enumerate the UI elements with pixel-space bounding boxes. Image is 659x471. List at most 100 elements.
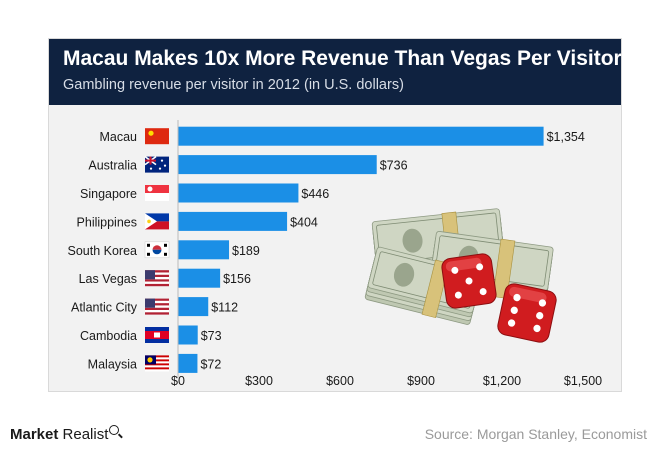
bar — [178, 126, 544, 146]
x-tick-label: $900 — [407, 374, 435, 388]
flag-part — [145, 193, 169, 201]
singapore-flag-icon — [145, 185, 169, 201]
chart-card: Macau Makes 10x More Revenue Than Vegas … — [48, 38, 622, 392]
bar — [178, 268, 221, 288]
die-pip — [536, 312, 544, 320]
category-label: Singapore — [80, 187, 137, 201]
flag-taeguk-red — [152, 245, 162, 250]
money-dice-illustration — [364, 208, 557, 343]
data-label: $189 — [232, 244, 260, 258]
die-pip — [454, 291, 462, 299]
data-label: $73 — [201, 329, 222, 343]
money-band — [492, 238, 516, 299]
flag-triangle — [145, 213, 157, 230]
flag-part — [145, 305, 169, 308]
flag-star — [158, 167, 162, 170]
philippines-flag-icon — [145, 213, 169, 230]
banknote-portrait — [393, 262, 415, 287]
china-flag-icon — [145, 128, 169, 145]
flag-part — [145, 367, 169, 370]
die-pip — [538, 299, 547, 307]
die-pip — [479, 288, 487, 296]
flag-part — [145, 283, 169, 287]
flag-star — [148, 130, 154, 136]
flag-part — [145, 279, 169, 282]
die-pip — [513, 293, 521, 302]
source-note: Source: Morgan Stanley, Economist — [424, 426, 647, 442]
flag-part — [145, 128, 169, 145]
die-pip — [510, 306, 518, 314]
chart-title: Macau Makes 10x More Revenue Than Vegas … — [63, 47, 622, 70]
flag-part — [145, 213, 169, 222]
data-label: $1,354 — [547, 130, 585, 144]
flag-part — [164, 252, 167, 256]
flag-sun — [147, 219, 151, 224]
flag-part — [145, 281, 169, 284]
bar — [178, 155, 377, 175]
die-left — [441, 253, 497, 309]
flag-part — [145, 361, 169, 364]
flag-part — [145, 298, 169, 301]
flag-part — [145, 363, 169, 366]
data-label: $736 — [380, 159, 408, 173]
banknote-portrait — [402, 228, 423, 253]
x-tick-label: $1,200 — [483, 374, 521, 388]
flag-part — [145, 369, 169, 372]
usa-flag-icon — [145, 270, 169, 287]
flag-part — [145, 359, 169, 362]
flag-part — [147, 252, 150, 256]
data-label: $112 — [211, 301, 238, 315]
category-label: Australia — [88, 159, 137, 173]
data-label: $404 — [290, 215, 318, 229]
brand-rest: Realist — [62, 426, 109, 443]
bar — [178, 240, 230, 260]
category-label: Atlantic City — [71, 301, 138, 315]
category-label: Cambodia — [80, 329, 137, 343]
bar — [178, 353, 198, 373]
flag-moon — [147, 357, 153, 363]
flag-part — [145, 272, 169, 275]
bar-chart: Macau $1,354 Australia $736 Singapore $446 Phi… — [68, 120, 602, 388]
bar — [178, 297, 209, 317]
die-pip — [507, 319, 516, 327]
flag-part — [145, 298, 155, 308]
flag-part — [154, 332, 160, 338]
die-pip — [533, 324, 541, 333]
cambodia-flag-icon — [145, 327, 169, 343]
category-label: South Korea — [68, 244, 138, 258]
flag-part — [145, 221, 169, 230]
die-highlight — [509, 286, 547, 303]
category-label: Macau — [99, 130, 137, 144]
flag-part — [145, 357, 169, 360]
x-tick-label: $0 — [171, 374, 185, 388]
x-tick-label: $300 — [245, 374, 273, 388]
flag-part — [145, 310, 169, 313]
south-korea-flag-icon — [144, 241, 170, 259]
data-label: $72 — [200, 357, 221, 371]
category-label: Malaysia — [88, 357, 137, 371]
chart-subtitle: Gambling revenue per visitor in 2012 (in… — [63, 77, 404, 93]
flag-part — [145, 300, 169, 304]
flag-part — [145, 270, 155, 280]
flag-part — [145, 355, 169, 358]
flag-part — [145, 365, 169, 368]
flag-part — [147, 243, 150, 247]
flag-part — [145, 159, 156, 162]
magnifier-icon — [109, 425, 120, 435]
data-label: $156 — [223, 272, 251, 286]
x-tick-label: $600 — [326, 374, 354, 388]
bar — [178, 183, 299, 203]
malaysia-flag-icon — [145, 355, 169, 372]
flag-taeguk-blue — [152, 249, 162, 255]
flag-moon — [147, 186, 153, 192]
australia-flag-icon — [144, 155, 169, 173]
flag-star — [160, 159, 164, 162]
flag-part — [145, 307, 169, 311]
flag-part — [145, 185, 169, 193]
flag-part — [145, 274, 169, 278]
data-label: $446 — [301, 187, 329, 201]
usa-flag-icon — [145, 298, 169, 315]
flag-part — [145, 303, 169, 306]
category-label: Las Vegas — [79, 272, 137, 286]
flag-star — [163, 164, 167, 167]
